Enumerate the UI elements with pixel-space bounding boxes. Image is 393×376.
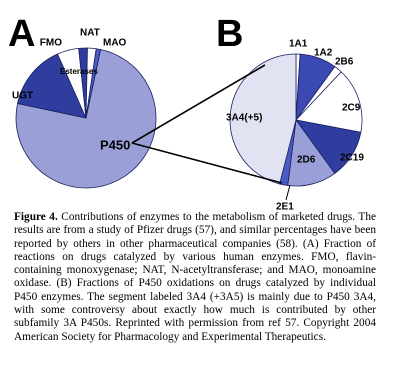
slice-label: 2C19 [340, 153, 364, 164]
caption: Figure 4. Contributions of enzymes to th… [14, 211, 376, 344]
slice-label: FMO [40, 38, 62, 49]
slice-label: NAT [80, 28, 100, 39]
pie-slice [17, 53, 87, 119]
slice-label: 2E1 [276, 202, 294, 210]
pie-slice [295, 71, 363, 133]
slice-label: 1A2 [314, 48, 333, 59]
caption-text: Contributions of enzymes to the metaboli… [14, 211, 376, 343]
slice-label: P450 [100, 137, 130, 152]
pie-slice [15, 49, 157, 189]
slice-label: UGT [12, 91, 33, 102]
slice-label: 2C9 [342, 103, 361, 114]
leader [285, 184, 291, 201]
connector [131, 142, 283, 184]
pie-slice [85, 48, 102, 119]
pie-slice [229, 53, 297, 185]
slice-label: 1A1 [289, 39, 308, 50]
slice-label: 3A4(+5) [226, 113, 262, 124]
slice-label: 2B6 [335, 57, 354, 68]
slice-label: 2D6 [297, 155, 316, 166]
panel-letter: B [216, 13, 243, 55]
caption-label: Figure 4. [14, 211, 58, 223]
connector [131, 64, 266, 144]
slice-label: Esterases [60, 67, 98, 76]
slice-label: MAO [103, 38, 127, 49]
panel-letter: A [8, 13, 35, 55]
